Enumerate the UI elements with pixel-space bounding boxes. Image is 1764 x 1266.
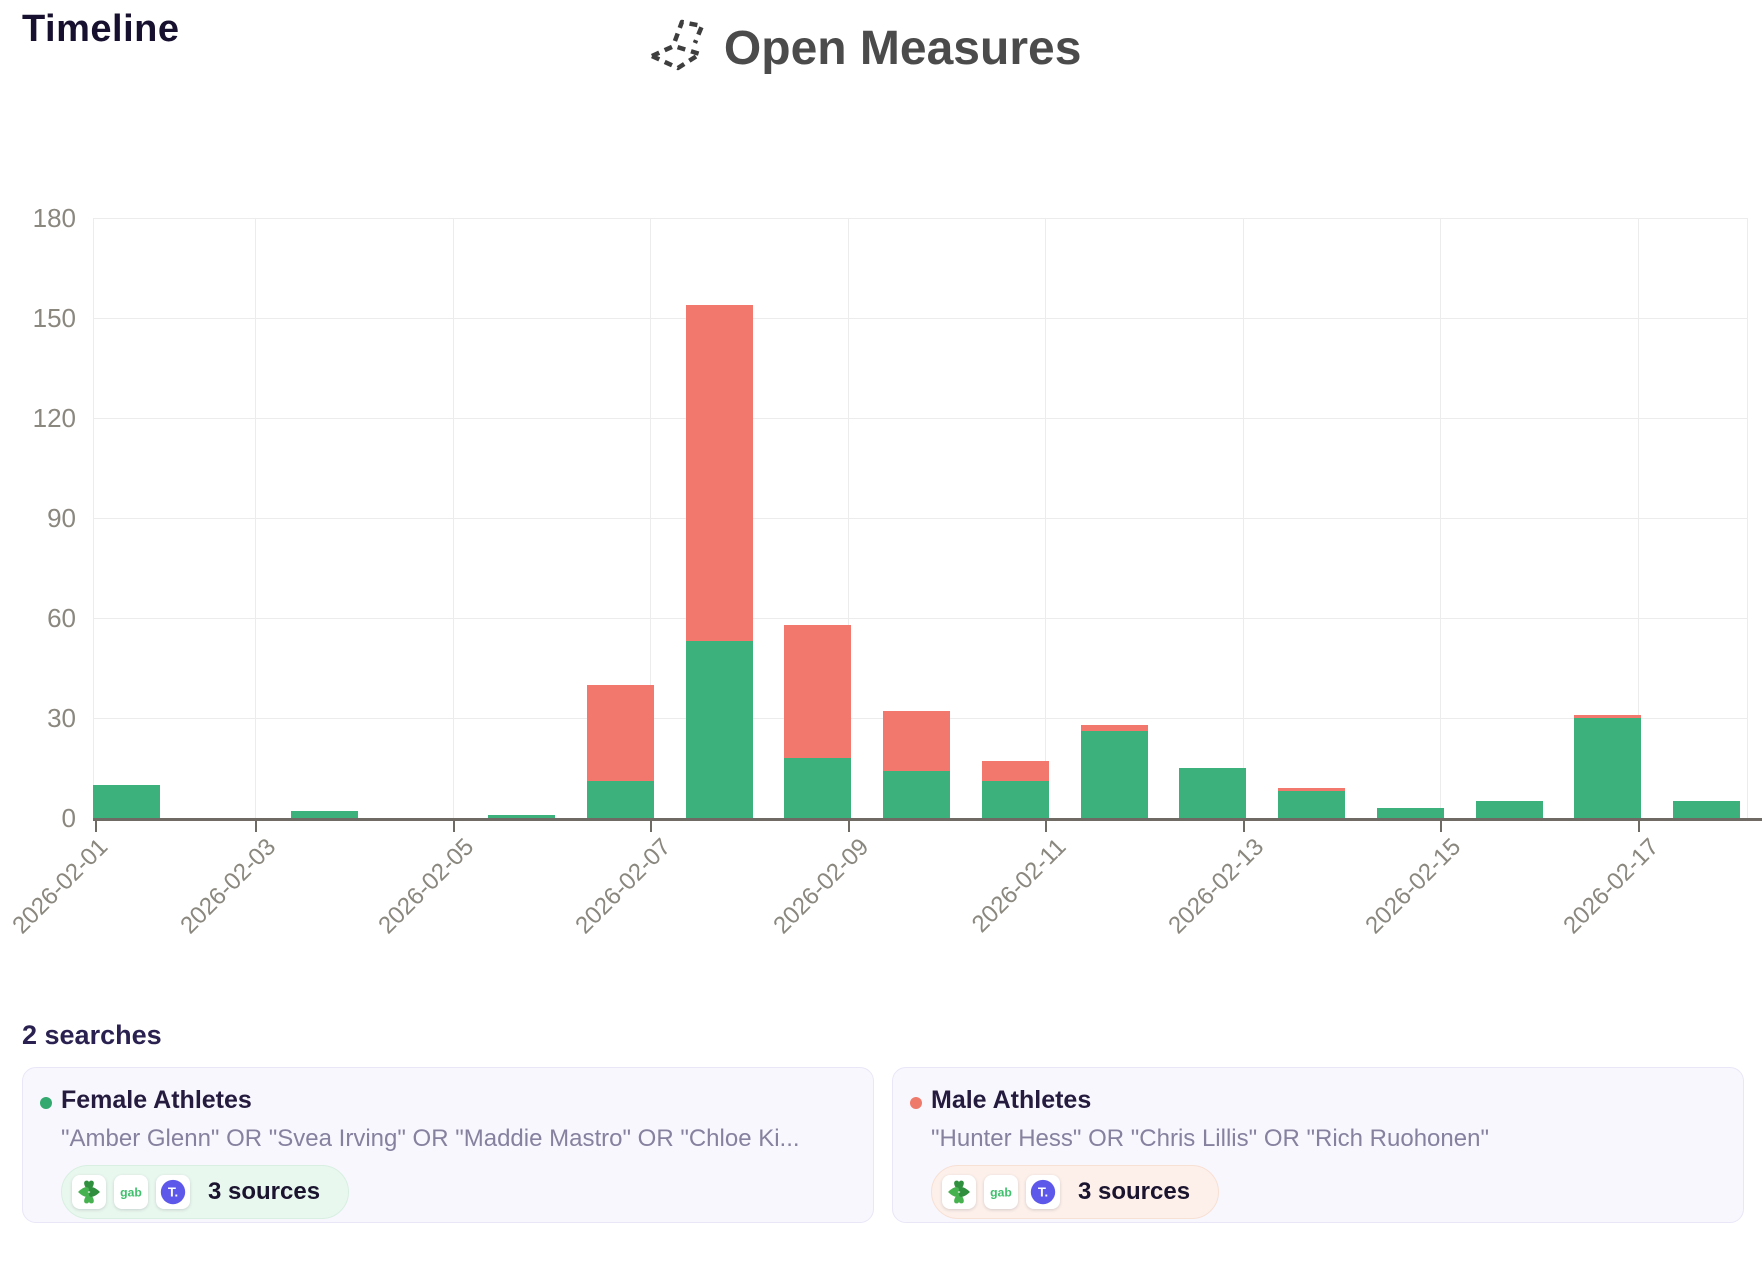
sources-count-label: 3 sources: [208, 1178, 321, 1205]
bar-segment-female[interactable]: [981, 781, 1049, 818]
x-tick-label: 2026-02-13: [1162, 833, 1269, 940]
bar-segment-female[interactable]: [586, 781, 654, 818]
x-grid-line: [1440, 218, 1441, 818]
bar-segment-female[interactable]: [883, 771, 950, 818]
x-grid-line: [452, 218, 454, 818]
x-tick-label: 2026-02-07: [570, 833, 677, 940]
search-cards-row: Female Athletes "Amber Glenn" OR "Svea I…: [22, 1067, 1744, 1223]
x-tick-label: 2026-02-11: [966, 833, 1072, 938]
searches-section: 2 searches Female Athletes "Amber Glenn"…: [22, 1020, 1744, 1223]
search-card-female-athletes[interactable]: Female Athletes "Amber Glenn" OR "Svea I…: [22, 1067, 874, 1223]
y-tick-label: 60: [47, 603, 76, 633]
search-query: "Amber Glenn" OR "Svea Irving" OR "Maddi…: [61, 1125, 800, 1152]
bar-segment-male[interactable]: [685, 304, 753, 642]
x-grid-line: [650, 218, 651, 818]
x-tick-label: 2026-02-01: [7, 833, 114, 940]
open-measures-logo: [648, 16, 706, 81]
x-axis-tick: [1242, 821, 1245, 832]
sources-pill: gab T. 3 sources: [931, 1165, 1220, 1219]
x-axis-tick: [1440, 821, 1442, 832]
bar-segment-male[interactable]: [883, 711, 950, 772]
x-grid-line: [847, 218, 849, 818]
sources-pill: gab T. 3 sources: [61, 1165, 350, 1219]
x-axis-tick: [1637, 821, 1640, 832]
bar-segment-female[interactable]: [1278, 791, 1345, 818]
y-tick-label: 0: [61, 803, 76, 833]
bar-segment-female[interactable]: [1376, 808, 1444, 818]
x-grid-line: [1637, 218, 1639, 818]
page-title: Timeline: [22, 8, 180, 50]
sources-count-label: 3 sources: [1078, 1178, 1191, 1205]
x-tick-label: 2026-02-05: [372, 833, 479, 940]
svg-text:T.: T.: [168, 1185, 178, 1200]
bar-segment-male[interactable]: [1574, 714, 1642, 718]
y-tick-label: 90: [47, 503, 76, 533]
gab-icon: gab: [114, 1175, 148, 1209]
searches-heading: 2 searches: [22, 1020, 162, 1050]
search-card-title: Female Athletes: [61, 1086, 252, 1114]
x-grid-line: [1045, 218, 1046, 818]
bar-segment-female[interactable]: [1179, 768, 1247, 818]
gab-icon: gab: [984, 1175, 1018, 1209]
x-tick-label: 2026-02-03: [175, 833, 282, 940]
bar-segment-male[interactable]: [784, 624, 852, 758]
y-tick-label: 150: [32, 303, 76, 333]
y-grid-line: [93, 618, 1747, 619]
x-axis-tick: [650, 821, 652, 832]
page-header: Timeline Open Measures: [0, 0, 1764, 110]
x-axis-tick: [255, 821, 257, 832]
x-grid-line: [93, 218, 94, 818]
y-tick-label: 30: [47, 703, 76, 733]
y-grid-line: [93, 518, 1747, 519]
fourchan-icon: [942, 1175, 976, 1209]
x-grid-line: [255, 218, 256, 818]
search-card-male-athletes[interactable]: Male Athletes "Hunter Hess" OR "Chris Li…: [892, 1067, 1744, 1223]
brand-title: Open Measures: [723, 22, 1082, 75]
x-axis-tick: [1045, 821, 1047, 832]
x-tick-label: 2026-02-17: [1557, 833, 1664, 940]
series-color-dot: [40, 1097, 52, 1109]
bar-segment-female[interactable]: [1574, 718, 1642, 818]
y-tick-label: 180: [32, 203, 76, 233]
x-axis-line: [93, 818, 1762, 821]
bar-segment-female[interactable]: [685, 641, 753, 818]
svg-text:gab: gab: [120, 1186, 142, 1200]
y-grid-line: [93, 318, 1747, 319]
x-axis-tick: [95, 821, 97, 832]
x-tick-label: 2026-02-09: [767, 833, 874, 940]
x-grid-line: [1747, 218, 1748, 818]
x-axis-tick: [847, 821, 850, 832]
bar-segment-female[interactable]: [290, 811, 358, 818]
bar-segment-female[interactable]: [93, 784, 160, 818]
y-grid-line: [93, 218, 1747, 219]
bar-segment-male[interactable]: [981, 761, 1049, 782]
bar-segment-female[interactable]: [1080, 731, 1148, 818]
x-grid-line: [1242, 218, 1244, 818]
fourchan-icon: [72, 1175, 106, 1209]
bar-segment-female[interactable]: [488, 814, 555, 818]
svg-text:gab: gab: [990, 1186, 1012, 1200]
truth-social-icon: T.: [156, 1175, 190, 1209]
search-card-title: Male Athletes: [931, 1086, 1092, 1114]
x-axis-tick: [452, 821, 455, 832]
brand: Open Measures: [648, 16, 1081, 81]
bar-segment-female[interactable]: [1673, 801, 1740, 818]
y-tick-label: 120: [32, 403, 76, 433]
series-color-dot: [910, 1097, 922, 1109]
bar-segment-male[interactable]: [1278, 788, 1345, 792]
y-grid-line: [93, 418, 1747, 419]
search-query: "Hunter Hess" OR "Chris Lillis" OR "Rich…: [931, 1125, 1489, 1152]
bar-segment-male[interactable]: [586, 684, 654, 782]
bar-segment-female[interactable]: [784, 758, 852, 818]
truth-social-icon: T.: [1026, 1175, 1060, 1209]
svg-text:T.: T.: [1038, 1185, 1048, 1200]
timeline-chart[interactable]: 0 30 60 90 120 150 180 2026-02-01 2026-02-03 2026…: [0, 150, 1764, 995]
x-tick-label: 2026-02-15: [1360, 833, 1467, 940]
bar-segment-female[interactable]: [1475, 801, 1543, 818]
bar-segment-male[interactable]: [1080, 724, 1148, 732]
